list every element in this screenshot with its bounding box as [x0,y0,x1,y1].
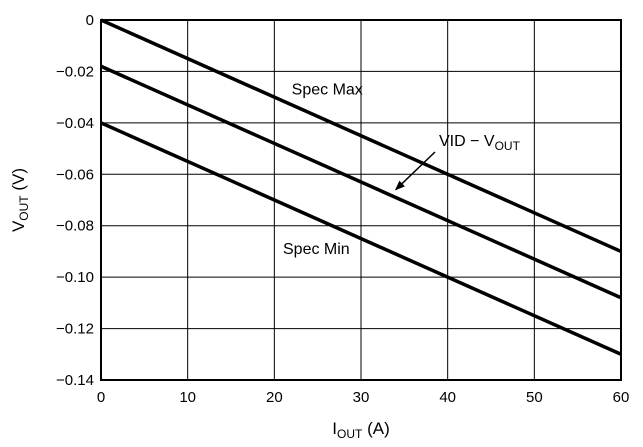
x-axis-label-main: I [332,419,337,438]
y-tick-label: −0.02 [56,63,94,80]
series-line-3 [100,121,622,356]
y-tick-label: −0.04 [56,115,94,132]
annotations: Spec Max Spec Min VID − VOUT [283,82,521,258]
y-tick-label: −0.06 [56,166,94,183]
annotation-label: Spec Max [292,82,363,99]
y-tick-label: −0.08 [56,218,94,235]
annotation-label: VID − VOUT [439,133,521,153]
x-tick-label: 30 [353,389,370,406]
y-axis-label-main: V [9,220,28,232]
plot-frame [100,19,622,381]
series-line-1 [100,18,622,254]
x-tick-label: 10 [179,389,196,406]
x-axis-label-sub: OUT [337,427,363,441]
series-layer [100,18,622,356]
x-tick-label: 0 [97,389,105,406]
y-tick-labels: 0 −0.02 −0.04 −0.06 −0.08 −0.10 −0.12 −0.14 [56,12,94,389]
annotation-label: Spec Min [283,241,350,258]
y-tick-label: −0.10 [56,269,94,286]
x-tick-label: 40 [439,389,456,406]
y-axis-label-unit: (V) [9,168,28,195]
annotation-arrow [394,151,436,191]
series-line-2 [100,64,622,300]
y-axis-label: VOUT (V) [9,168,31,232]
y-tick-label: 0 [86,12,94,29]
y-tick-label: −0.14 [56,372,94,389]
x-tick-labels: 0 10 20 30 40 50 60 [97,389,630,406]
y-tick-label: −0.12 [56,321,94,338]
x-tick-label: 50 [526,389,543,406]
x-tick-label: 20 [266,389,283,406]
grid-lines [100,19,622,381]
y-axis-label-sub: OUT [17,195,31,221]
x-axis-label-unit: (A) [362,419,389,438]
x-tick-label: 60 [613,389,630,406]
x-axis-label: IOUT (A) [332,419,389,441]
